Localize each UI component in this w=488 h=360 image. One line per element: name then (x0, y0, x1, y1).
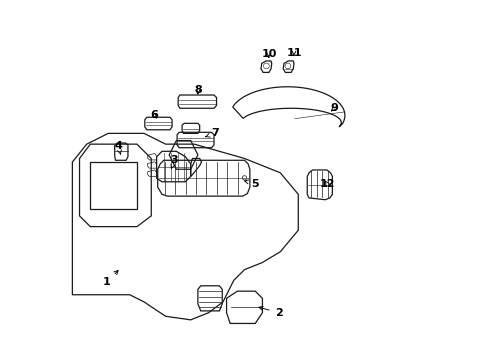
Text: 9: 9 (329, 103, 337, 113)
Text: 6: 6 (150, 111, 158, 121)
Text: 8: 8 (194, 85, 202, 95)
Text: 3: 3 (170, 155, 178, 168)
Text: 7: 7 (205, 129, 219, 138)
Text: 11: 11 (285, 48, 301, 58)
Text: 1: 1 (102, 270, 118, 287)
Text: 12: 12 (319, 179, 334, 189)
Text: 10: 10 (261, 49, 276, 59)
Text: 2: 2 (258, 306, 282, 318)
Text: 4: 4 (114, 141, 122, 154)
Text: 5: 5 (244, 179, 259, 189)
